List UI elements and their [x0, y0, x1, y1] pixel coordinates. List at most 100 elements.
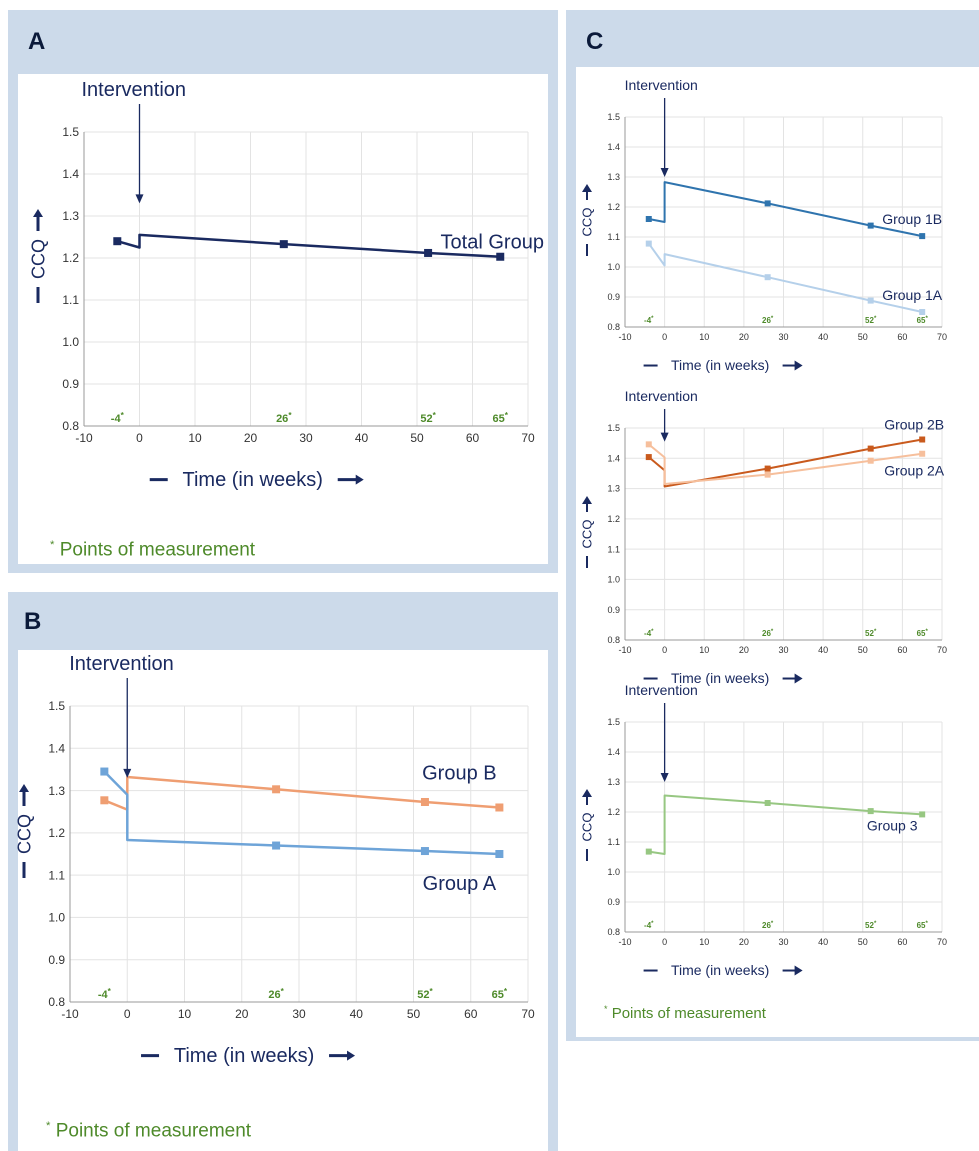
data-point-marker [764, 800, 771, 806]
series-label: Group A [423, 873, 497, 895]
intervention-arrowhead [660, 168, 669, 177]
data-point-marker [764, 274, 771, 281]
y-tick-label: 1.1 [607, 232, 620, 242]
measurement-point-label: -4* [644, 316, 654, 325]
series-label: Group B [422, 762, 496, 784]
data-point-marker [645, 454, 652, 461]
measurement-point-label: -4* [644, 629, 654, 638]
data-point-marker [100, 767, 109, 776]
y-axis-arrowhead [33, 209, 43, 217]
measurement-point-label: 65* [917, 316, 929, 325]
y-tick-label: 1.1 [607, 837, 620, 847]
y-axis-arrowhead [582, 496, 592, 504]
data-point-marker [645, 216, 652, 222]
x-axis-label: Time (in weeks) [183, 469, 323, 491]
panel-c-footnote-text: Points of measurement [611, 1005, 766, 1022]
x-tick-label: 10 [188, 431, 202, 445]
x-tick-label: 20 [235, 1007, 249, 1021]
y-tick-label: 1.5 [607, 423, 620, 433]
x-tick-label: -10 [618, 645, 631, 655]
y-axis-label: CCQ [580, 208, 595, 237]
y-tick-label: 1.1 [607, 544, 620, 554]
y-axis-label: CCQ [28, 239, 48, 279]
y-tick-label: 1.5 [607, 112, 620, 122]
series-line [103, 770, 500, 856]
x-tick-label: 10 [699, 645, 709, 655]
panel-a-footnote: * Points of measurement [50, 539, 256, 561]
series-label: Group 2A [884, 463, 945, 479]
x-tick-label: 40 [818, 332, 828, 342]
y-tick-label: 1.2 [607, 807, 620, 817]
x-tick-label: -10 [618, 332, 631, 342]
series-label: Group 2B [884, 417, 944, 433]
y-tick-label: 0.9 [607, 897, 620, 907]
y-axis-arrowhead [582, 789, 592, 797]
intervention-label: Intervention [625, 682, 698, 698]
series-line [648, 181, 923, 238]
intervention-arrowhead [660, 432, 669, 442]
x-tick-label: 50 [407, 1007, 421, 1021]
y-tick-label: 0.8 [62, 419, 79, 433]
x-tick-label: 70 [937, 645, 947, 655]
intervention-label: Intervention [625, 388, 698, 404]
measurement-point-label: 65* [917, 921, 929, 930]
panel-a-plot-area [18, 74, 548, 564]
series-label: Total Group [441, 232, 544, 254]
x-tick-label: 20 [739, 332, 749, 342]
data-point-marker [919, 233, 926, 240]
data-point-marker [919, 450, 926, 457]
x-axis-label: Time (in weeks) [174, 1045, 314, 1067]
series-line [648, 794, 923, 855]
panel-a-footnote-text: Points of measurement [59, 539, 256, 561]
x-axis-label: Time (in weeks) [671, 357, 769, 373]
data-point-marker [867, 222, 874, 229]
x-tick-label: 0 [662, 937, 667, 947]
panel-c-plot-area [576, 67, 979, 1037]
y-tick-label: 1.3 [607, 777, 620, 787]
series-label: Group 1B [882, 211, 942, 227]
measurement-point-label: 26* [762, 316, 774, 325]
y-tick-label: 1.2 [607, 202, 620, 212]
x-tick-label: -10 [61, 1007, 79, 1021]
x-tick-label: 50 [858, 937, 868, 947]
data-point-marker [645, 441, 652, 448]
y-tick-label: 1.4 [607, 453, 620, 463]
panel-c-footnote: * Points of measurement [604, 1004, 766, 1022]
x-tick-label: 70 [937, 937, 947, 947]
panel-c: C * Points of measurement [566, 10, 979, 1041]
y-tick-label: 0.9 [62, 377, 79, 391]
y-tick-label: 0.8 [607, 927, 620, 937]
x-tick-label: 10 [699, 937, 709, 947]
panel-c-letter: C [586, 28, 604, 55]
x-tick-label: 10 [178, 1007, 192, 1021]
series-line [116, 233, 501, 258]
y-tick-label: 0.8 [607, 635, 620, 645]
y-tick-label: 0.8 [607, 322, 620, 332]
measurement-point-label: 52* [420, 411, 436, 425]
x-axis-arrowhead [794, 360, 803, 371]
series-line [648, 438, 923, 488]
measurement-point-label: 65* [492, 987, 508, 1001]
x-tick-label: 70 [937, 332, 947, 342]
y-tick-label: 1.4 [607, 747, 620, 757]
x-tick-label: 50 [858, 332, 868, 342]
y-tick-label: 1.3 [48, 784, 65, 798]
x-axis-label: Time (in weeks) [671, 670, 769, 686]
measurement-point-label: 26* [762, 921, 774, 930]
x-tick-label: 40 [355, 431, 369, 445]
x-tick-label: 60 [897, 645, 907, 655]
intervention-label: Intervention [69, 653, 174, 675]
intervention-arrowhead [135, 194, 144, 204]
measurement-point-label: -4* [644, 921, 654, 930]
panel-a-letter: A [28, 28, 46, 55]
measurement-point-label: 52* [417, 987, 433, 1001]
data-point-marker [495, 803, 504, 812]
data-point-marker [919, 436, 926, 443]
measurement-point-label: 52* [865, 629, 877, 638]
data-point-marker [645, 240, 652, 247]
panel-b-plot-area [18, 650, 548, 1151]
data-point-marker [919, 309, 926, 315]
x-tick-label: 50 [858, 645, 868, 655]
